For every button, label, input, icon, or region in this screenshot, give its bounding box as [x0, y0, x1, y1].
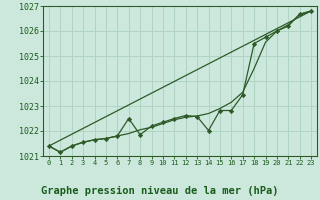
Text: Graphe pression niveau de la mer (hPa): Graphe pression niveau de la mer (hPa) [41, 186, 279, 196]
